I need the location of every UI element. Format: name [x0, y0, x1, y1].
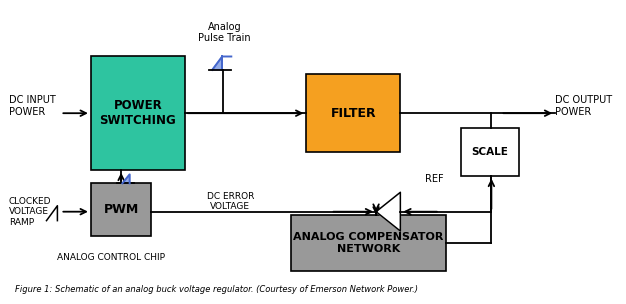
Bar [91, 57, 185, 170]
Text: PWM: PWM [103, 203, 139, 216]
Text: SCALE: SCALE [471, 147, 508, 157]
Bar [291, 215, 446, 271]
Bar [306, 74, 401, 152]
Text: Analog
Pulse Train: Analog Pulse Train [198, 22, 250, 43]
Bar [91, 183, 151, 236]
Text: Figure 1: Schematic of an analog buck voltage regulator. (Courtesy of Emerson Ne: Figure 1: Schematic of an analog buck vo… [15, 285, 418, 294]
Text: ANALOG CONTROL CHIP: ANALOG CONTROL CHIP [58, 254, 165, 262]
Bar [461, 128, 519, 176]
Polygon shape [212, 57, 222, 70]
Text: CLOCKED
VOLTAGE
RAMP: CLOCKED VOLTAGE RAMP [9, 197, 51, 226]
Polygon shape [376, 192, 401, 231]
Polygon shape [122, 174, 130, 183]
Text: POWER
SWITCHING: POWER SWITCHING [100, 99, 176, 127]
Text: DC OUTPUT
POWER: DC OUTPUT POWER [555, 95, 612, 116]
Text: ANALOG COMPENSATOR
NETWORK: ANALOG COMPENSATOR NETWORK [294, 232, 444, 254]
Text: DC INPUT
POWER: DC INPUT POWER [9, 95, 56, 116]
Text: FILTER: FILTER [331, 107, 376, 120]
Text: DC ERROR
VOLTAGE: DC ERROR VOLTAGE [207, 192, 254, 211]
Text: REF: REF [424, 174, 443, 184]
